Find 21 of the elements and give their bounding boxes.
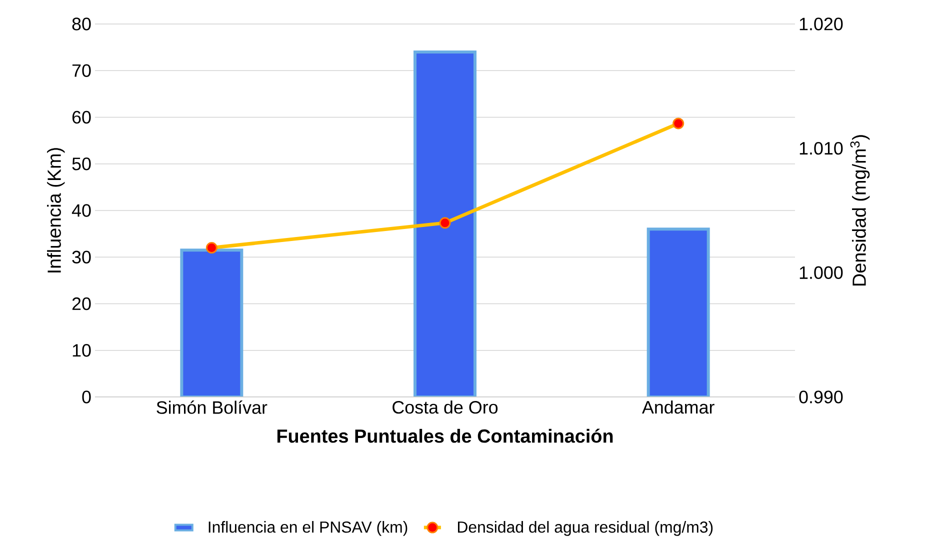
x-tick-label: Costa de Oro [392,400,498,414]
y-tick-label: 30 [72,250,91,264]
y-tick-label: 20 [72,297,91,310]
y-tick-label: 60 [72,110,91,124]
y-tick-label: 0 [82,390,91,404]
y-tick-label: 50 [72,158,91,170]
legend-label: Influencia en el PNSAV (km) [208,521,408,536]
y2-tick-label: 1.010 [800,142,843,155]
y2-tick-label: 1.000 [800,266,843,280]
legend-label: Densidad del agua residual (mg/m3) [458,521,713,536]
y-tick-label: 40 [72,204,91,217]
x-axis-title: Fuentes Puntuales de Contaminación [277,428,613,443]
y2-tick-label: 0.990 [799,390,843,404]
x-tick-label: Simón Bolívar [156,400,268,414]
y2-axis-title: Densidad (mg/m$^{3}$) [850,135,870,286]
y-tick-label: 70 [72,64,91,77]
y-tick-label: 10 [72,344,91,357]
y-tick-label: 80 [72,18,91,30]
y2-tick-label: 1.020 [800,18,843,30]
x-tick-label: Andamar [642,400,714,414]
y-axis-title: Influencia (Km) [47,148,65,272]
